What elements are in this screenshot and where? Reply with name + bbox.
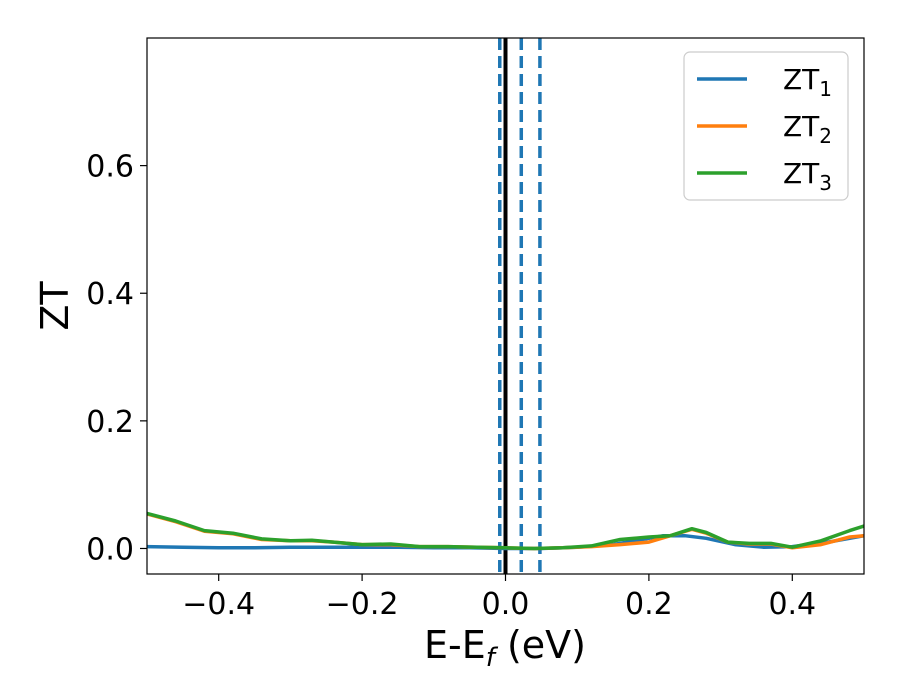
legend: ZT1 ZT2 ZT3	[683, 51, 849, 201]
x-tick-label: −0.4	[182, 587, 255, 622]
series-line-zt3	[147, 511, 864, 551]
y-tick-label: 0.2	[86, 405, 134, 440]
y-axis-ticks: 0.0 0.2 0.4 0.6	[86, 150, 147, 567]
x-tick-label: 0.2	[625, 587, 673, 622]
y-axis-label: ZT	[33, 281, 77, 331]
series-lines	[147, 511, 864, 551]
legend-label-zt1: ZT1	[783, 63, 832, 101]
x-axis-ticks: −0.4 −0.2 0.0 0.2 0.4	[182, 574, 816, 622]
legend-box	[683, 51, 849, 201]
y-tick-label: 0.6	[86, 150, 134, 185]
y-tick-label: 0.4	[86, 277, 134, 312]
x-tick-label: −0.2	[326, 587, 399, 622]
x-tick-label: 0.4	[768, 587, 816, 622]
x-axis-label: E-Ef (eV)	[424, 623, 586, 673]
vertical-lines	[498, 38, 542, 574]
x-tick-label: 0.0	[482, 587, 530, 622]
legend-label-zt3: ZT3	[783, 157, 832, 195]
legend-label-zt2: ZT2	[783, 110, 832, 148]
y-tick-label: 0.0	[86, 532, 134, 567]
